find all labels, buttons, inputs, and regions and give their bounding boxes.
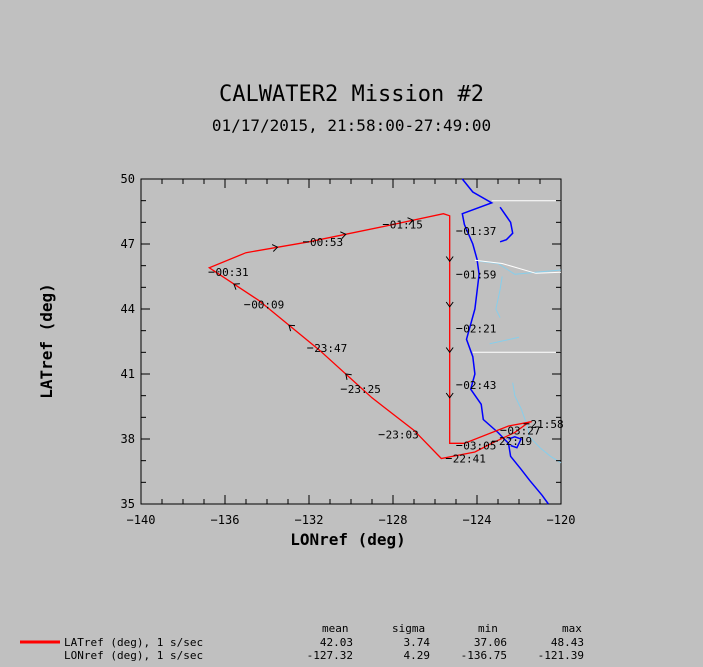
x-tick-label: −124 (463, 513, 492, 527)
time-label: 03:27 (507, 424, 540, 437)
map-layer (461, 178, 562, 505)
x-tick-label: −120 (547, 513, 576, 527)
legend-entry-lat: LATref (deg), 1 s/sec (64, 636, 204, 649)
time-label: 02:43 (463, 379, 496, 392)
direction-arrow (445, 392, 454, 399)
stats-header-sigma: sigma (392, 622, 426, 635)
x-axis-label: LONref (deg) (290, 530, 406, 549)
stats-lat-max: 48.43 (550, 636, 584, 649)
y-tick-label: 47 (121, 237, 135, 251)
time-label: 00:09 (251, 299, 284, 312)
x-tick-label: −128 (379, 513, 408, 527)
stats-header-max: max (562, 622, 582, 635)
time-label: 01:59 (463, 268, 496, 281)
time-label: 03:05 (463, 440, 496, 453)
time-label: 00:31 (216, 266, 249, 279)
direction-arrow (407, 217, 414, 225)
time-label: 22:19 (499, 435, 532, 448)
direction-arrow (445, 301, 454, 308)
stats-lon-sigma: 4.29 (403, 649, 431, 662)
river (489, 336, 520, 345)
x-tick-label: −136 (211, 513, 240, 527)
stats-lat-sigma: 3.74 (403, 636, 431, 649)
stats-lat-min: 37.06 (473, 636, 507, 649)
y-tick-label: 41 (121, 367, 135, 381)
time-label: 23:25 (348, 383, 381, 396)
direction-arrow (271, 244, 279, 252)
river (495, 276, 503, 318)
direction-arrow (233, 283, 240, 290)
direction-arrow (345, 373, 352, 380)
direction-arrow (340, 231, 347, 240)
direction-arrow (445, 347, 454, 354)
time-label: 22:41 (453, 453, 486, 466)
coastline (461, 178, 550, 505)
direction-arrow (445, 256, 454, 263)
time-label: 23:47 (314, 342, 347, 355)
direction-arrow (288, 324, 296, 332)
stats-header-min: min (478, 622, 498, 635)
y-tick-label: 35 (121, 497, 135, 511)
x-tick-label: −140 (127, 513, 156, 527)
sf-bay (508, 436, 523, 449)
track-layer (207, 213, 532, 460)
time-label: 00:53 (310, 236, 343, 249)
time-label: 02:21 (463, 323, 496, 336)
y-tick-label: 50 (121, 172, 135, 186)
time-label: 23:03 (386, 429, 419, 442)
puget-sound (499, 206, 514, 243)
time-label: 01:15 (390, 219, 423, 232)
y-axis-label: LATref (deg) (37, 283, 56, 399)
river (512, 382, 530, 437)
river (529, 436, 562, 464)
y-tick-label: 38 (121, 432, 135, 446)
x-tick-label: −132 (295, 513, 324, 527)
axes-layer: −140 −136 −132 −128 −124 −120 35 38 41 44 47 50 (121, 172, 576, 527)
time-label: 01:37 (463, 225, 496, 238)
stats-header-mean: mean (322, 622, 349, 635)
flight-track-line (207, 213, 532, 460)
stats-lon-max: -121.39 (537, 649, 584, 662)
state-border (474, 259, 562, 274)
time-label: 21:58 (531, 418, 564, 431)
chart-title: CALWATER2 Mission #2 (219, 82, 484, 107)
labels-layer: 00:31 00:53 01:15 01:37 01:59 00:09 02:21 23:47… (208, 219, 564, 466)
chart-subtitle: 01/17/2015, 21:58:00-27:49:00 (211, 116, 492, 135)
legend-entry-lon: LONref (deg), 1 s/sec (64, 649, 204, 662)
stats-lon-min: -136.75 (460, 649, 507, 662)
stats-lon-mean: -127.32 (306, 649, 353, 662)
stats-lat-mean: 42.03 (319, 636, 353, 649)
y-tick-label: 44 (121, 302, 135, 316)
